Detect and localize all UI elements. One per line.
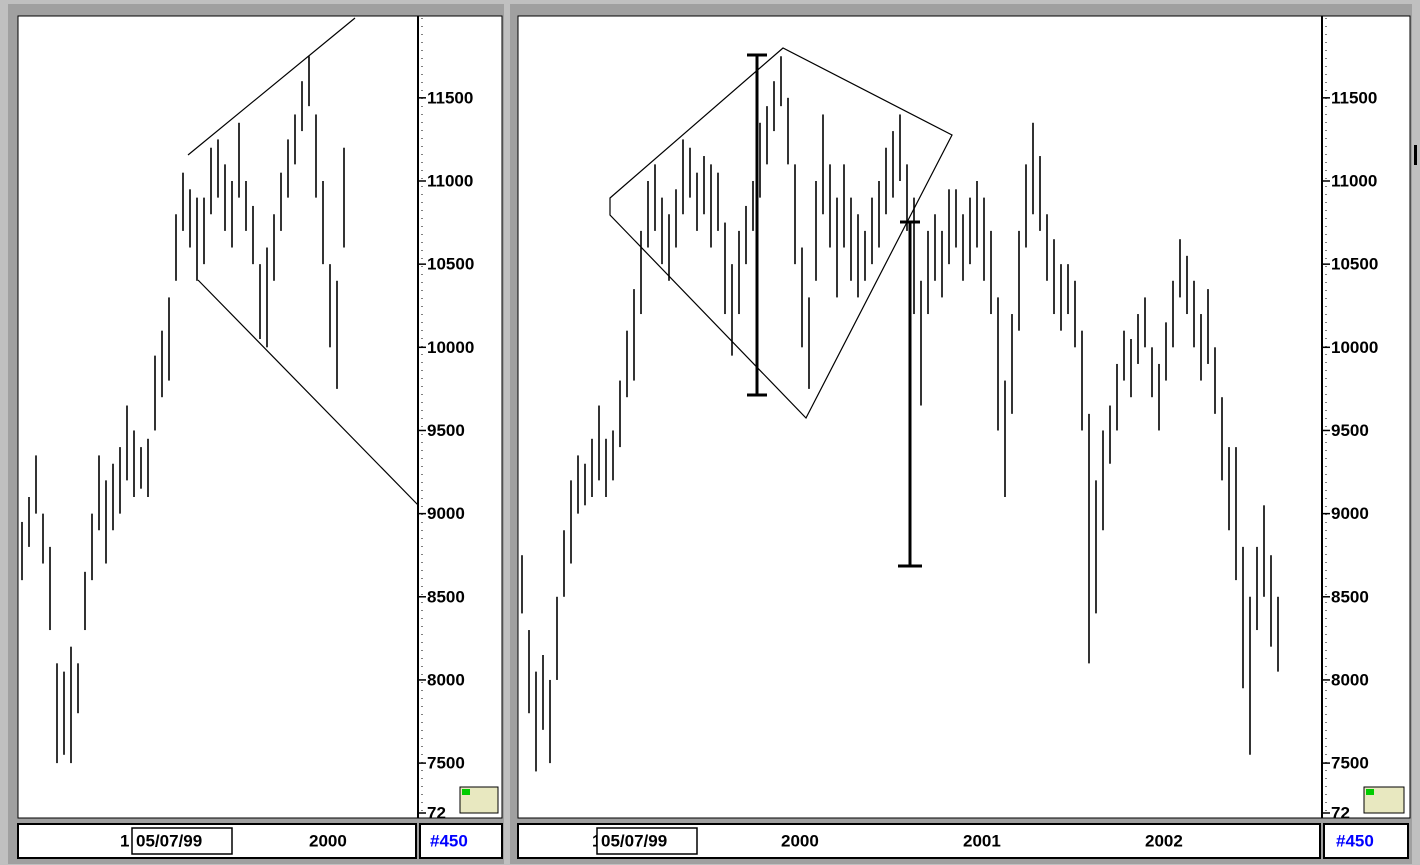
x-tick-label: 1 (120, 831, 129, 850)
y-tick-label: 7500 (427, 754, 465, 773)
y-tick-label: 10500 (1331, 255, 1378, 274)
y-tick-label: 10000 (427, 338, 474, 357)
y-tick-label: 8500 (1331, 587, 1369, 606)
edge-mark (1414, 145, 1417, 165)
y-tick-label: 8000 (427, 670, 465, 689)
trend-line (197, 279, 419, 506)
y-tick-label: 10000 (1331, 338, 1378, 357)
status-box (419, 823, 503, 859)
cursor-box (596, 827, 698, 855)
cursor-box (131, 827, 233, 855)
y-tick-label: 11000 (427, 171, 473, 190)
y-tick-label: 9000 (1331, 504, 1369, 523)
trend-line (187, 17, 356, 156)
y-tick-label: 8500 (427, 587, 465, 606)
y-tick-label: 72 (427, 803, 446, 822)
x-tick-label: 2002 (1145, 831, 1183, 850)
measure-bar (747, 53, 922, 568)
cursor-label: 05/07/99 (136, 831, 202, 850)
y-tick-label: 10500 (427, 255, 474, 274)
y-tick-label: 7500 (1331, 754, 1369, 773)
x-tick-label: 2001 (963, 831, 1001, 850)
icon-light (462, 789, 470, 795)
y-tick-label: 11500 (427, 88, 473, 107)
cursor-label: 05/07/99 (601, 831, 667, 850)
y-tick-label: 9500 (427, 421, 465, 440)
y-tick-label: 8000 (1331, 670, 1369, 689)
diamond-pattern (609, 47, 953, 420)
x-tick-label: 2000 (309, 831, 347, 850)
y-tick-label: 72 (1331, 803, 1350, 822)
status-label: #450 (430, 831, 468, 850)
plot-area (17, 15, 503, 819)
y-tick-label: 9000 (427, 504, 465, 523)
icon-light (1366, 789, 1374, 795)
plot-area (517, 15, 1411, 819)
y-tick-label: 11500 (1331, 88, 1377, 107)
y-tick-label: 11000 (1331, 171, 1377, 190)
status-box (1323, 823, 1409, 859)
status-label: #450 (1336, 831, 1374, 850)
x-tick-label: 2000 (781, 831, 819, 850)
y-tick-label: 9500 (1331, 421, 1369, 440)
